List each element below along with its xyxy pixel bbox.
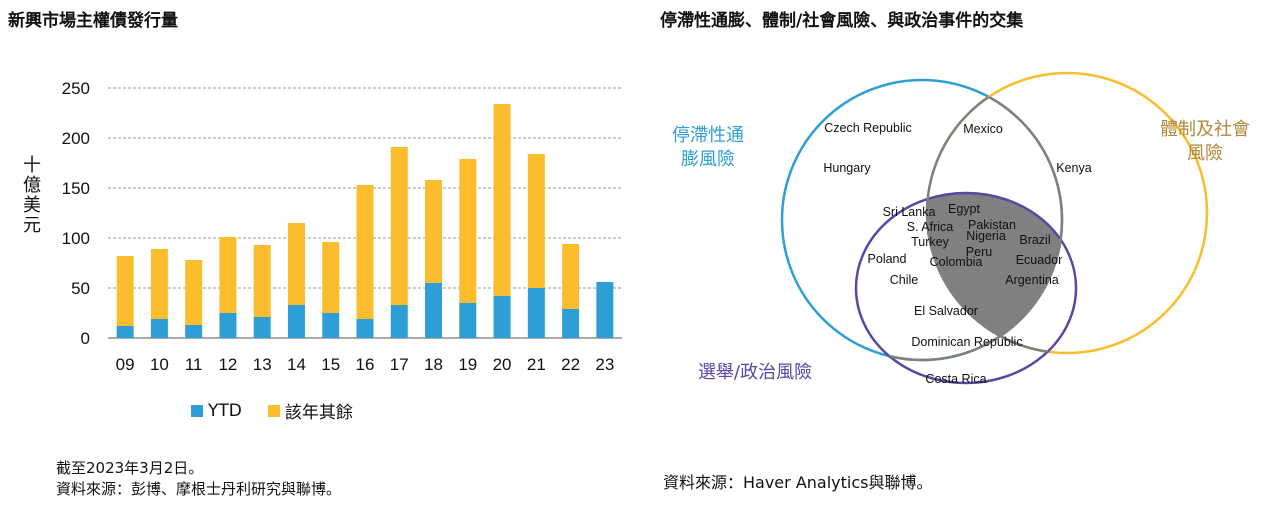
bar-ytd	[219, 313, 237, 338]
legend-rest-swatch	[267, 404, 280, 417]
bar-ytd	[390, 305, 408, 338]
country-label: Peru	[966, 245, 992, 259]
country-label: Argentina	[1005, 273, 1059, 287]
bar-rest	[219, 237, 237, 313]
chart-legend: YTD 該年其餘	[191, 398, 379, 423]
x-tick-label: 13	[253, 355, 272, 374]
bar-rest	[253, 245, 271, 317]
bar-ytd	[185, 325, 203, 338]
x-tick-label: 23	[595, 355, 614, 374]
bar-rest	[356, 185, 374, 319]
source-note-left: 資料來源：彭博、摩根士丹利研究與聯博。	[56, 480, 342, 498]
x-tick-label: 10	[150, 355, 169, 374]
bar-ytd	[596, 282, 614, 338]
x-tick-label: 14	[287, 355, 306, 374]
country-label: Dominican Republic	[911, 335, 1022, 349]
y-tick-label: 200	[62, 129, 90, 148]
country-label: Czech Republic	[824, 121, 912, 135]
x-tick-label: 09	[116, 355, 135, 374]
country-label: Brazil	[1019, 233, 1050, 247]
country-label: Pakistan	[968, 218, 1016, 232]
y-tick-label: 100	[62, 229, 90, 248]
bar-rest	[185, 260, 203, 325]
country-label: Hungary	[823, 161, 871, 175]
stagflation-risk-label: 停滯性通 膨風險	[672, 125, 744, 170]
country-label: Sri Lanka	[883, 205, 936, 219]
political-circle	[854, 191, 1078, 385]
x-tick-label: 18	[424, 355, 443, 374]
source-note-right: 資料來源：Haver Analytics與聯博。	[663, 473, 933, 492]
y-tick-label: 250	[62, 79, 90, 98]
bar-ytd	[116, 326, 134, 338]
legend-ytd: YTD	[191, 401, 242, 421]
institutional-risk-label: 體制及社會 風險	[1160, 119, 1250, 164]
bar-rest	[116, 256, 134, 326]
country-label: Mexico	[963, 122, 1003, 136]
bar-ytd	[527, 288, 545, 338]
bar-ytd	[562, 309, 580, 338]
x-tick-label: 11	[185, 355, 203, 374]
bar-ytd	[253, 317, 271, 338]
country-label: Chile	[890, 273, 919, 287]
country-label: Colombia	[930, 255, 983, 269]
y-tick-label: 50	[71, 279, 90, 298]
legend-rest: 該年其餘	[267, 398, 353, 423]
bar-rest	[459, 159, 477, 303]
country-label: Nigeria	[966, 229, 1006, 243]
country-label: Egypt	[948, 202, 980, 216]
bar-ytd	[287, 305, 305, 338]
country-label: El Salvador	[914, 304, 978, 318]
x-tick-label: 17	[390, 355, 409, 374]
bar-rest	[527, 154, 545, 288]
bar-ytd	[356, 319, 374, 338]
chart-title: 新興市場主權債發行量	[8, 11, 178, 31]
y-tick-label: 150	[62, 179, 90, 198]
bar-ytd	[493, 296, 511, 338]
bar-rest	[150, 249, 168, 319]
country-label: Costa Rica	[925, 372, 986, 386]
bar-chart: 0 50 100 150 200 250 09 10 11 12 13 14 15 16 17 18 19 20 2…	[62, 79, 622, 374]
overlap-outline	[927, 78, 1064, 353]
country-label: Poland	[868, 252, 907, 266]
date-note: 截至2023年3月2日。	[56, 459, 204, 477]
x-tick-label: 22	[561, 355, 580, 374]
legend-ytd-label: YTD	[208, 400, 242, 421]
country-label: Kenya	[1056, 161, 1091, 175]
x-tick-label: 21	[527, 355, 546, 374]
legend-ytd-swatch	[191, 404, 203, 417]
bar-rest	[562, 244, 580, 309]
x-tick-label: 20	[493, 355, 512, 374]
y-axis-label: 十億美元	[23, 155, 41, 236]
bar-rest	[425, 180, 443, 283]
bar-rest	[287, 223, 305, 305]
bar-rest	[390, 147, 408, 305]
bar-ytd	[322, 313, 340, 338]
x-tick-label: 19	[458, 355, 477, 374]
y-tick-label: 0	[81, 329, 90, 348]
bar-rest	[493, 104, 511, 296]
bar-rest	[322, 242, 340, 313]
x-tick-label: 12	[218, 355, 237, 374]
country-label: Ecuador	[1016, 253, 1063, 267]
bar-ytd	[459, 303, 477, 338]
legend-rest-label: 該年其餘	[284, 403, 353, 423]
x-tick-label: 16	[356, 355, 375, 374]
venn-title: 停滯性通膨、體制/社會風險、與政治事件的交集	[660, 11, 1024, 31]
bar-ytd	[425, 283, 443, 338]
country-label: Turkey	[911, 235, 949, 249]
venn-diagram: Czech Republic Mexico Hungary Kenya Sri Lank…	[780, 71, 1209, 386]
bar-ytd	[150, 319, 168, 338]
political-risk-label: 選舉/政治風險	[698, 362, 813, 383]
x-tick-label: 15	[321, 355, 340, 374]
country-label: S. Africa	[907, 220, 954, 234]
